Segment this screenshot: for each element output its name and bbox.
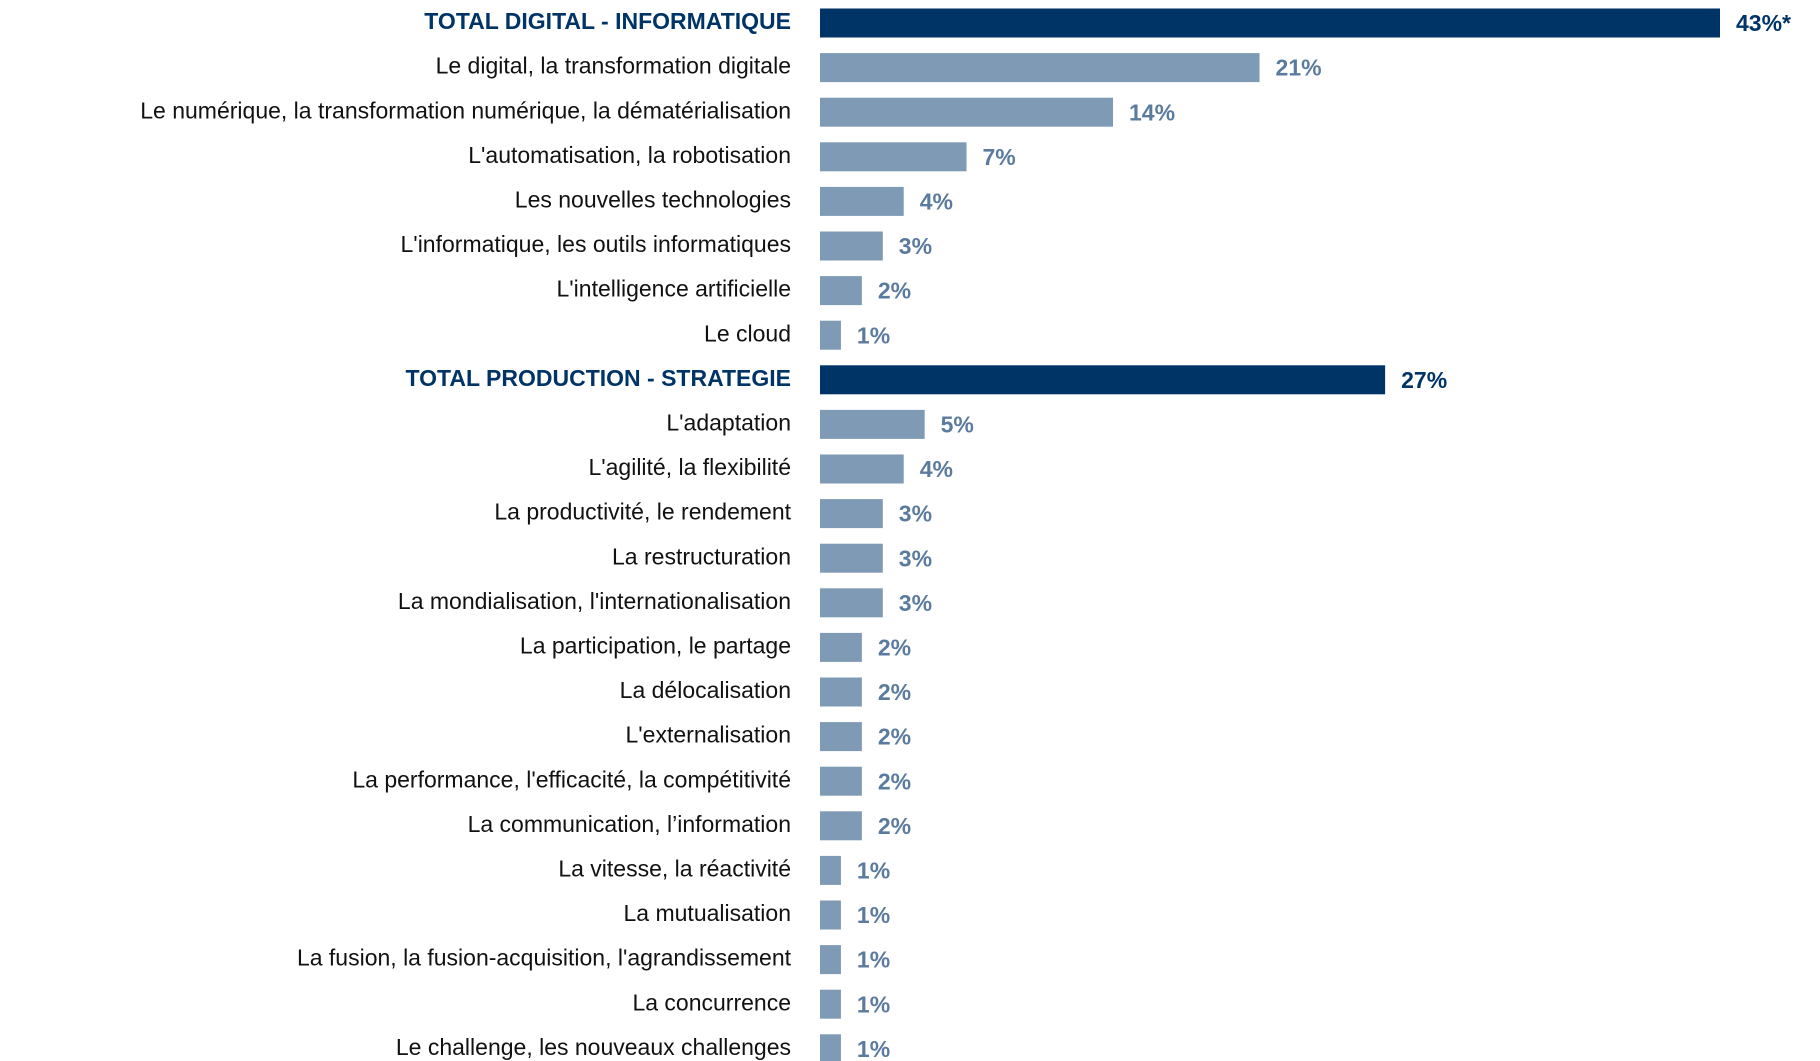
bar — [820, 8, 1720, 38]
bar — [820, 97, 1114, 127]
bar — [820, 454, 904, 484]
value-label: 4% — [920, 188, 953, 214]
value-label: 3% — [899, 590, 932, 616]
bar — [820, 499, 883, 529]
value-label: 1% — [857, 902, 890, 928]
bar — [820, 766, 862, 796]
value-label: 7% — [983, 144, 1016, 170]
bar — [820, 1034, 841, 1061]
category-label: Le numérique, la transformation numériqu… — [140, 97, 791, 123]
value-label: 1% — [857, 991, 890, 1017]
value-label: 2% — [878, 768, 911, 794]
value-label: 14% — [1129, 99, 1175, 125]
category-label: L'agilité, la flexibilité — [588, 454, 791, 480]
bar — [820, 722, 862, 752]
bar — [820, 855, 841, 885]
category-label: La performance, l'efficacité, la compéti… — [352, 766, 791, 792]
bar — [820, 945, 841, 975]
bar — [820, 186, 904, 216]
value-label: 21% — [1276, 55, 1322, 81]
value-label: 1% — [857, 947, 890, 973]
value-label: 2% — [878, 634, 911, 660]
value-label: 2% — [878, 724, 911, 750]
category-label: Le cloud — [704, 320, 791, 346]
bar — [820, 543, 883, 573]
category-label: L'informatique, les outils informatiques — [401, 231, 791, 257]
category-label: La vitesse, la réactivité — [558, 855, 791, 881]
bar — [820, 276, 862, 306]
category-label: La mondialisation, l'internationalisatio… — [398, 588, 791, 614]
category-label: La communication, l’information — [468, 811, 791, 837]
value-label: 5% — [941, 411, 974, 437]
value-label: 2% — [878, 813, 911, 839]
bar — [820, 811, 862, 841]
bar — [820, 900, 841, 930]
bar — [820, 365, 1386, 395]
value-label: 43%* — [1736, 10, 1791, 36]
category-label: L'automatisation, la robotisation — [468, 142, 791, 168]
value-label: 3% — [899, 545, 932, 571]
category-label: Les nouvelles technologies — [515, 186, 791, 212]
category-label: La fusion, la fusion-acquisition, l'agra… — [297, 945, 792, 971]
category-label: La délocalisation — [620, 677, 791, 703]
bar — [820, 677, 862, 707]
bar — [820, 409, 925, 439]
category-label: La participation, le partage — [520, 632, 791, 658]
bar — [820, 632, 862, 662]
category-label: L'intelligence artificielle — [556, 276, 791, 302]
value-label: 4% — [920, 456, 953, 482]
value-label: 2% — [878, 278, 911, 304]
value-label: 1% — [857, 1036, 890, 1061]
category-label: L'externalisation — [626, 722, 792, 748]
value-label: 3% — [899, 501, 932, 527]
category-label: TOTAL DIGITAL - INFORMATIQUE — [424, 8, 791, 34]
category-label: La concurrence — [632, 989, 791, 1015]
value-label: 1% — [857, 857, 890, 883]
category-label: TOTAL PRODUCTION - STRATEGIE — [406, 365, 791, 391]
value-label: 27% — [1401, 367, 1447, 393]
bar — [820, 320, 841, 350]
category-label: La restructuration — [612, 543, 791, 569]
bar — [820, 989, 841, 1019]
bar — [820, 588, 883, 618]
value-label: 2% — [878, 679, 911, 705]
category-label: Le challenge, les nouveaux challenges — [396, 1034, 791, 1060]
category-label: Le digital, la transformation digitale — [436, 53, 791, 79]
category-label: La mutualisation — [624, 900, 792, 926]
bar — [820, 53, 1260, 83]
value-label: 3% — [899, 233, 932, 259]
category-label: La productivité, le rendement — [494, 499, 791, 525]
bar — [820, 231, 883, 261]
category-label: L'adaptation — [666, 409, 791, 435]
value-label: 1% — [857, 322, 890, 348]
bar — [820, 142, 967, 172]
